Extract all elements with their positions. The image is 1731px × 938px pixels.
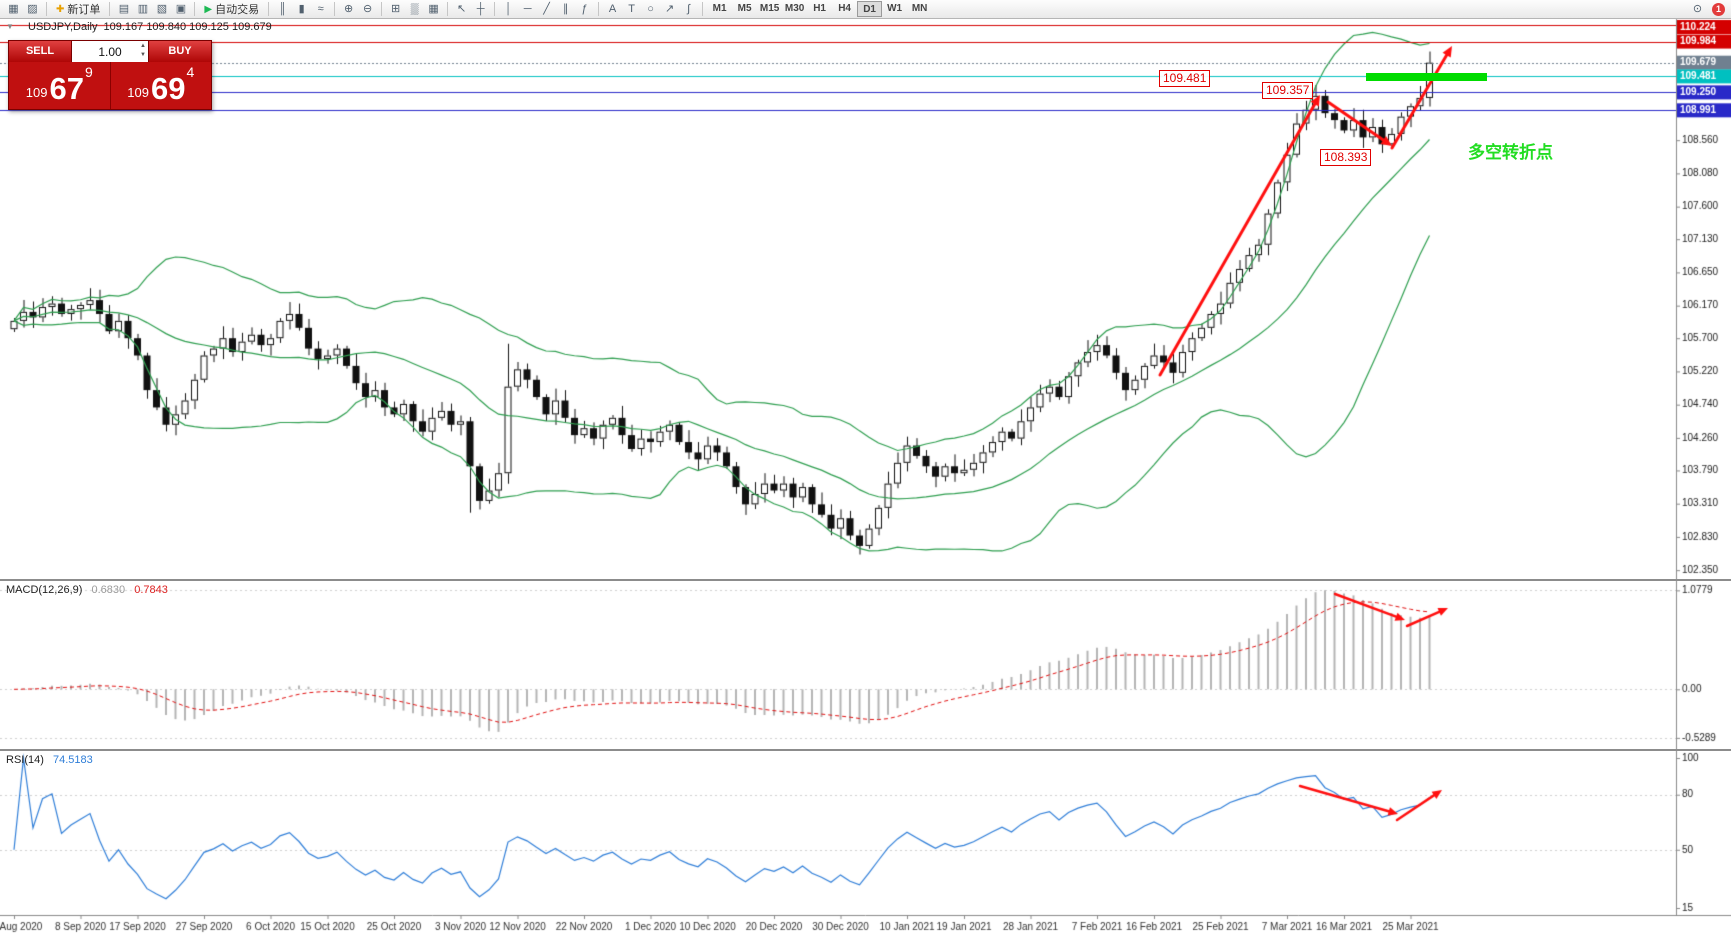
timeframe-m5-button[interactable]: M5 xyxy=(737,3,752,14)
volume-down-icon[interactable]: ▼ xyxy=(140,52,146,58)
price-annotation-108.393[interactable]: 108.393 xyxy=(1320,149,1372,166)
new-order-button-label: 新订单 xyxy=(67,4,101,16)
auto-trading-button-icon: ▶ xyxy=(204,3,213,15)
timeframe-m1-button[interactable]: M1 xyxy=(712,3,727,14)
toolbar-items: ▦ ▨ ✚ 新订单 ▤ ▥ ▧ ▣ ▶ 自动交易 ║ ▮ ≈ ⊕ ⊖ ⊞ ▒ ▦ ↖ ┼ │ ─ ╱ ∥ ƒ A T ○ ↗ ∫ M1 M5 M… xyxy=(4,1,932,17)
indicators-icon[interactable]: ∫ xyxy=(687,3,691,15)
vertical-line-icon[interactable]: │ xyxy=(505,3,513,15)
timeframe-mn-button[interactable]: MN xyxy=(911,3,928,14)
macd-header: MACD(12,26,9) 0.6830 0.7843 xyxy=(6,584,168,596)
new-order-button-icon: ✚ xyxy=(56,3,65,15)
auto-trading-button-label: 自动交易 xyxy=(215,4,260,16)
trade-panel-price-row: 109 67 9 109 69 4 xyxy=(9,62,211,109)
new-order-button[interactable]: ✚ 新订单 xyxy=(51,1,105,17)
sell-button[interactable]: SELL xyxy=(9,41,71,62)
rsi-value: 74.5183 xyxy=(52,754,93,766)
price-annotation-109.481[interactable]: 109.481 xyxy=(1159,70,1211,87)
arrow-tool-icon[interactable]: ↗ xyxy=(664,3,675,15)
toolbar-right-group: ⊙ 1 xyxy=(1688,1,1727,17)
volume-spinner[interactable]: ▲ ▼ xyxy=(140,42,146,60)
sell-price-prefix: 109 xyxy=(25,85,48,100)
buy-button[interactable]: BUY xyxy=(149,41,211,62)
chart-symbol-period: USDJPY,Daily xyxy=(28,21,98,33)
timeframe-w1-button[interactable]: W1 xyxy=(887,3,903,14)
toolbar-separator xyxy=(194,2,196,16)
timeframe-h1-button[interactable]: H1 xyxy=(813,3,826,14)
toolbar-separator xyxy=(46,2,47,16)
toolbar-separator xyxy=(334,2,336,16)
auto-arrange-icon[interactable]: ▒ xyxy=(410,3,419,15)
turning-point-note[interactable]: 多空转折点 xyxy=(1468,143,1553,162)
sell-price-pips: 67 xyxy=(49,71,84,106)
text-icon[interactable]: A xyxy=(608,3,617,15)
chart-ohlc-values: 109.167 109.840 109.125 109.679 xyxy=(103,21,272,33)
buy-price-prefix: 109 xyxy=(127,85,149,100)
one-click-trading-panel: SELL 1.00 ▲ ▼ BUY 109 67 9 109 69 4 xyxy=(8,40,212,110)
support-zone-bar[interactable] xyxy=(1366,73,1487,81)
timeframe-d1-button[interactable]: D1 xyxy=(857,1,883,17)
shapes-icon[interactable]: ○ xyxy=(647,3,654,15)
crosshair-icon[interactable]: ┼ xyxy=(476,3,485,15)
toolbar-separator xyxy=(268,2,270,16)
buy-price-button[interactable]: 109 69 4 xyxy=(109,62,212,109)
toolbar-separator xyxy=(494,2,496,16)
market-watch-icon[interactable]: ▤ xyxy=(118,3,130,15)
toolbar-separator xyxy=(447,2,449,16)
rsi-header: RSI(14) 74.5183 xyxy=(6,754,93,766)
tile-windows-icon[interactable]: ⊞ xyxy=(390,3,401,15)
buy-price-pips: 69 xyxy=(150,71,186,106)
one-click-collapse-icon[interactable]: ▼ xyxy=(6,22,14,31)
fibonacci-icon[interactable]: ƒ xyxy=(581,3,588,15)
toolbar-separator xyxy=(381,2,383,16)
data-window-icon[interactable]: ▥ xyxy=(137,3,149,15)
trade-panel-top-row: SELL 1.00 ▲ ▼ BUY xyxy=(9,41,211,62)
macd-name: MACD(12,26,9) xyxy=(6,584,83,596)
volume-up-icon[interactable]: ▲ xyxy=(140,43,146,49)
sell-price-point: 9 xyxy=(84,64,93,80)
toolbar-separator xyxy=(702,2,704,16)
chart-title: USDJPY,Daily 109.167 109.840 109.125 109.… xyxy=(28,21,272,33)
cursor-icon[interactable]: ↖ xyxy=(456,3,467,15)
timeframe-h4-button[interactable]: H4 xyxy=(838,3,851,14)
toolbar-separator xyxy=(109,2,111,16)
trendline-icon[interactable]: ╱ xyxy=(543,3,550,15)
text-label-icon[interactable]: T xyxy=(628,3,635,15)
quick-search-icon[interactable]: ⊙ xyxy=(1692,3,1703,15)
notification-badge[interactable]: 1 xyxy=(1712,2,1725,16)
new-chart-icon[interactable]: ▦ xyxy=(8,3,19,15)
navigator-icon[interactable]: ▧ xyxy=(156,3,168,15)
timeframe-m15-button[interactable]: M15 xyxy=(759,3,780,14)
auto-trading-button[interactable]: ▶ 自动交易 xyxy=(199,1,264,17)
toolbar-separator xyxy=(598,2,600,16)
horizontal-line-icon[interactable]: ─ xyxy=(523,3,532,15)
timeframe-m30-button[interactable]: M30 xyxy=(784,3,805,14)
zoom-out-icon[interactable]: ⊖ xyxy=(362,3,373,15)
macd-signal-value: 0.7843 xyxy=(134,584,168,596)
grid-icon[interactable]: ▦ xyxy=(428,3,439,15)
terminal-icon[interactable]: ▣ xyxy=(175,3,187,15)
panel-separator-macd[interactable] xyxy=(0,579,1731,581)
volume-value: 1.00 xyxy=(98,44,122,59)
profiles-icon[interactable]: ▨ xyxy=(27,3,38,15)
panel-separator-rsi[interactable] xyxy=(0,749,1731,751)
volume-input[interactable]: 1.00 ▲ ▼ xyxy=(71,41,149,62)
bar-chart-mode-icon[interactable]: ║ xyxy=(278,3,287,15)
buy-price-point: 4 xyxy=(186,64,195,80)
zoom-in-icon[interactable]: ⊕ xyxy=(343,3,354,15)
rsi-name: RSI(14) xyxy=(6,754,44,766)
macd-main-value: 0.6830 xyxy=(91,584,126,596)
price-annotation-109.357[interactable]: 109.357 xyxy=(1262,82,1314,99)
toolbar: ▦ ▨ ✚ 新订单 ▤ ▥ ▧ ▣ ▶ 自动交易 ║ ▮ ≈ ⊕ ⊖ ⊞ ▒ ▦ ↖ ┼ │ ─ ╱ ∥ ƒ A T ○ ↗ ∫ M1 M5 M… xyxy=(0,0,1731,19)
sell-price-button[interactable]: 109 67 9 xyxy=(9,62,110,109)
candlestick-mode-icon[interactable]: ▮ xyxy=(298,3,305,15)
channel-icon[interactable]: ∥ xyxy=(562,3,569,15)
line-chart-mode-icon[interactable]: ≈ xyxy=(317,3,324,15)
